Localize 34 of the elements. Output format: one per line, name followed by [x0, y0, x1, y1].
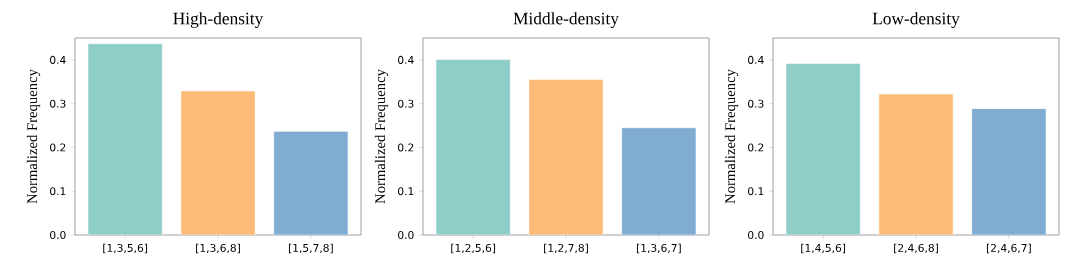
bar: [878, 93, 954, 235]
x-tick-label: [2,4,6,8]: [894, 243, 938, 254]
x-tick-label: [1,3,6,8]: [196, 243, 240, 254]
y-tick-label: 0.4: [748, 55, 764, 64]
x-tick-label: [1,2,7,8]: [544, 243, 588, 254]
bar: [87, 43, 163, 235]
y-tick-label: 0.2: [50, 143, 66, 152]
y-tick-label: 0.0: [50, 230, 66, 240]
y-tick-label: 0.3: [398, 99, 414, 108]
y-tick-label: 0.2: [748, 143, 764, 152]
bar: [621, 127, 697, 235]
y-tick-label: 0.2: [398, 143, 414, 152]
y-tick-label: 0.0: [398, 230, 414, 240]
x-tick-label: [1,5,7,8]: [288, 243, 333, 254]
y-tick-label: 0.0: [748, 230, 764, 240]
y-tick-label: 0.3: [748, 99, 764, 108]
x-tick-label: [1,3,6,7]: [636, 243, 681, 254]
y-axis-title: Normalized Frequency: [26, 69, 41, 204]
y-tick-label: 0.1: [50, 187, 66, 196]
x-tick-label: [2,4,6,7]: [986, 243, 1031, 254]
x-tick-label: [1,4,5,6]: [801, 243, 846, 254]
bar: [435, 59, 511, 235]
y-tick-label: 0.3: [50, 99, 66, 108]
x-tick-label: [1,3,5,6]: [103, 243, 148, 254]
y-tick-label: 0.4: [50, 55, 66, 64]
x-tick-label: [1,2,5,6]: [451, 243, 496, 254]
y-axis-title: Normalized Frequency: [724, 69, 739, 204]
y-tick-label: 0.1: [398, 187, 414, 196]
chart-title: Low-density: [872, 12, 960, 28]
y-tick-label: 0.1: [748, 187, 764, 196]
y-tick-label: 0.4: [398, 55, 414, 64]
chart-title: High-density: [173, 12, 264, 28]
y-axis-title: Normalized Frequency: [374, 69, 389, 204]
chart-title: Middle-density: [513, 12, 619, 28]
